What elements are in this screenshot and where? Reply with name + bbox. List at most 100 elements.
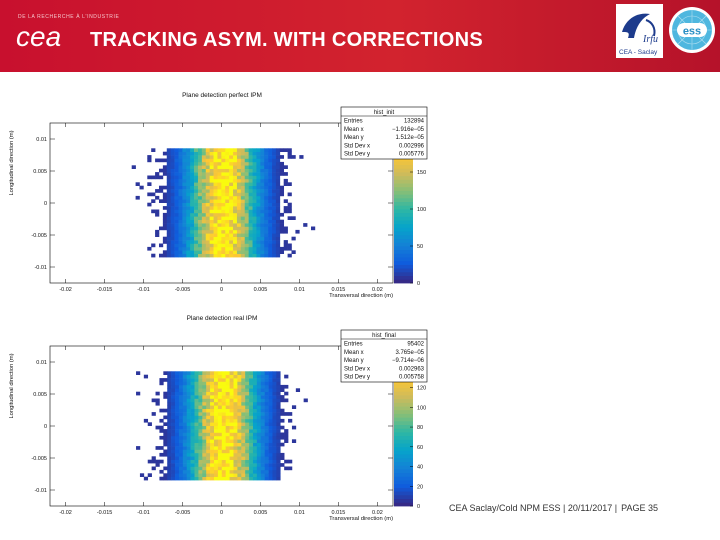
heatmap-cell <box>156 463 160 467</box>
heatmap-cell <box>249 155 253 159</box>
heatmap-cell <box>152 460 156 464</box>
heatmap-cell <box>198 443 202 447</box>
heatmap-cell <box>206 436 210 440</box>
heatmap-cell <box>237 152 241 156</box>
heatmap-cell <box>163 240 167 244</box>
heatmap-cell <box>183 460 187 464</box>
heatmap-cell <box>217 247 221 251</box>
heatmap-cell <box>268 206 272 210</box>
heatmap-cell <box>202 223 206 227</box>
heatmap-cell <box>171 456 175 460</box>
heatmap-cell <box>159 460 163 464</box>
heatmap-cell <box>198 199 202 203</box>
heatmap-cell <box>191 385 195 389</box>
heatmap-cell <box>175 254 179 258</box>
heatmap-cell <box>226 378 230 382</box>
heatmap-cell <box>202 240 206 244</box>
heatmap-cell <box>237 254 241 258</box>
palette-step <box>394 253 413 257</box>
heatmap-cell <box>186 165 190 169</box>
heatmap-cell <box>178 162 182 166</box>
heatmap-cell <box>237 193 241 197</box>
heatmap-cell <box>206 412 210 416</box>
heatmap-cell <box>241 473 245 477</box>
heatmap-cell <box>284 375 288 379</box>
heatmap-cell <box>206 382 210 386</box>
heatmap-cell <box>237 463 241 467</box>
heatmap-cell <box>183 422 187 426</box>
heatmap-cell <box>179 402 183 406</box>
heatmap-cell <box>202 470 206 474</box>
heatmap-cell <box>210 186 214 190</box>
heatmap-cell <box>276 371 280 375</box>
heatmap-cell <box>225 159 229 163</box>
heatmap-cell <box>257 456 261 460</box>
heatmap-cell <box>167 210 171 214</box>
heatmap-cell <box>167 378 171 382</box>
heatmap-cell <box>233 405 237 409</box>
heatmap-cell <box>186 250 190 254</box>
heatmap-cell <box>163 152 167 156</box>
heatmap-cell <box>163 436 167 440</box>
palette-step <box>394 272 413 276</box>
heatmap-cell <box>225 189 229 193</box>
heatmap-cell <box>253 422 257 426</box>
heatmap-cell <box>245 426 249 430</box>
heatmap-cell <box>272 230 276 234</box>
heatmap-cell <box>163 169 167 173</box>
heatmap-cell <box>218 371 222 375</box>
heatmap-cell <box>260 240 264 244</box>
heatmap-cell <box>230 453 234 457</box>
heatmap-cell <box>167 409 171 413</box>
heatmap-cell <box>198 213 202 217</box>
heatmap-cell <box>178 240 182 244</box>
heatmap-cell <box>269 477 273 481</box>
heatmap-cell <box>233 148 237 152</box>
heatmap-cell <box>253 179 257 183</box>
heatmap-cell <box>182 189 186 193</box>
heatmap-cell <box>206 473 210 477</box>
heatmap-cell <box>202 148 206 152</box>
heatmap-cell <box>249 405 253 409</box>
heatmap-cell <box>222 405 226 409</box>
heatmap-cell <box>179 371 183 375</box>
heatmap-cell <box>159 169 163 173</box>
heatmap-cell <box>214 433 218 437</box>
heatmap-cell <box>221 203 225 207</box>
heatmap-cell <box>214 189 218 193</box>
heatmap-cell <box>194 182 198 186</box>
heatmap-cell <box>214 463 218 467</box>
heatmap-cell <box>206 429 210 433</box>
heatmap-cell <box>226 439 230 443</box>
palette-step <box>394 458 413 462</box>
heatmap-cell <box>226 453 230 457</box>
heatmap-cell <box>256 193 260 197</box>
heatmap-cell <box>272 240 276 244</box>
heatmap-cell <box>256 176 260 180</box>
z-tick-label: 100 <box>417 405 426 411</box>
x-tick-label: -0.005 <box>175 510 191 516</box>
heatmap-cell <box>214 402 218 406</box>
heatmap-cell <box>276 463 280 467</box>
heatmap-cell <box>198 152 202 156</box>
heatmap-cell <box>206 416 210 420</box>
heatmap-cell <box>237 250 241 254</box>
heatmap-cell <box>217 220 221 224</box>
heatmap-cell <box>264 152 268 156</box>
heatmap-cell <box>182 162 186 166</box>
heatmap-cell <box>190 247 194 251</box>
heatmap-cell <box>253 443 257 447</box>
heatmap-cell <box>276 172 280 176</box>
heatmap-cell <box>151 199 155 203</box>
heatmap-cell <box>253 148 257 152</box>
y-tick-label: 0.01 <box>36 137 47 143</box>
heatmap-cell <box>229 210 233 214</box>
heatmap-cell <box>268 220 272 224</box>
heatmap-cell <box>206 206 210 210</box>
heatmap-cell <box>269 399 273 403</box>
heatmap-cell <box>284 179 288 183</box>
heatmap-cell <box>175 395 179 399</box>
heatmap-cell <box>191 416 195 420</box>
heatmap-cell <box>276 436 280 440</box>
heatmap-cell <box>206 169 210 173</box>
